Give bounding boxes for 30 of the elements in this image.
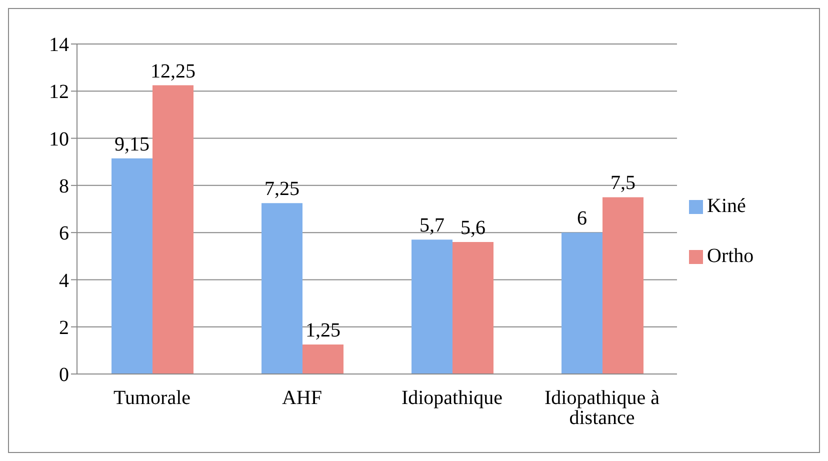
legend-label: Ortho <box>707 244 754 266</box>
bar <box>112 158 152 374</box>
data-label: 7,5 <box>610 172 636 194</box>
data-label: 12,25 <box>150 60 196 82</box>
y-tick-label: 4 <box>59 270 69 292</box>
bar <box>602 197 644 374</box>
y-tick-label: 2 <box>59 316 69 339</box>
x-tick-label: Idiopathique à distance <box>544 387 660 430</box>
data-label: 6 <box>577 208 587 230</box>
x-tick-label: Tumorale <box>113 387 191 410</box>
y-tick-label: 10 <box>49 128 69 150</box>
y-tick-label: 14 <box>49 34 69 56</box>
bar <box>412 240 452 374</box>
bar <box>562 232 602 374</box>
legend-label: Kiné <box>707 194 746 216</box>
data-label: 5,6 <box>460 217 486 239</box>
bar <box>452 242 494 374</box>
data-label: 7,25 <box>264 178 300 200</box>
y-tick-label: 6 <box>59 222 69 245</box>
data-label: 1,25 <box>306 320 340 342</box>
x-tick-label: Idiopathique <box>401 387 503 410</box>
bar <box>302 344 344 374</box>
bar <box>152 85 194 374</box>
y-tick-label: 8 <box>59 176 69 198</box>
y-tick-label: 12 <box>49 81 69 104</box>
x-tick-label: AHF <box>282 387 322 410</box>
bar <box>262 203 302 374</box>
data-label: 5,7 <box>420 214 444 237</box>
data-label: 9,15 <box>114 133 150 156</box>
y-tick-label: 0 <box>59 364 69 386</box>
